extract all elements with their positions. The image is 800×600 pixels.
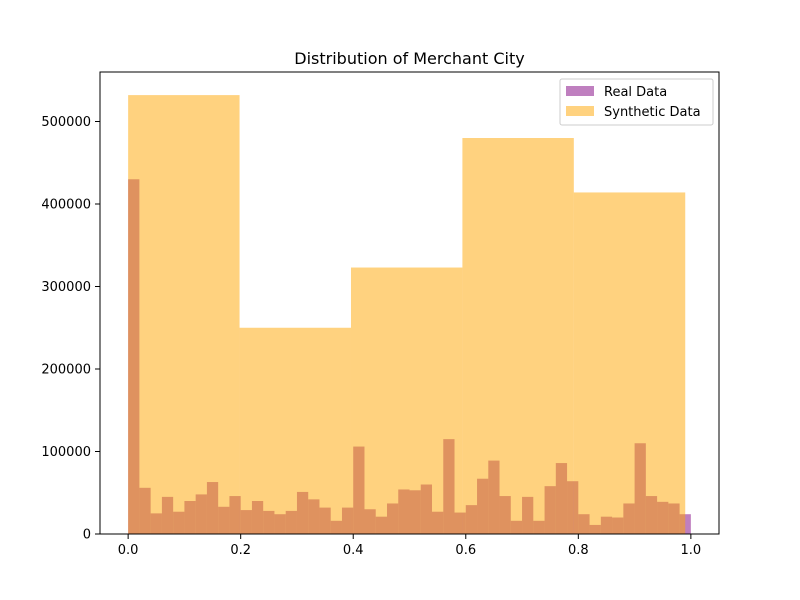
x-tick-label: 0.0 xyxy=(118,543,139,558)
x-tick-label: 0.8 xyxy=(568,543,589,558)
synthetic-data-bar xyxy=(350,267,463,534)
legend-swatch-synthetic-data xyxy=(566,106,594,116)
legend-swatch-real-data xyxy=(566,86,594,96)
x-tick-label: 0.2 xyxy=(230,543,251,558)
legend-box xyxy=(559,78,714,126)
y-tick-label: 500000 xyxy=(41,115,91,130)
synthetic-data-bar xyxy=(128,95,240,534)
bars-layer xyxy=(128,95,691,534)
axes-frame xyxy=(99,71,720,535)
x-tick-label: 0.6 xyxy=(455,543,476,558)
y-axis: 0 100000 200000 300000 400000 500000 xyxy=(41,115,100,543)
y-tick-label: 200000 xyxy=(41,363,91,378)
legend-label-synthetic-data: Synthetic Data xyxy=(604,105,701,120)
legend-label-real-data: Real Data xyxy=(604,85,667,100)
y-tick-label: 300000 xyxy=(41,280,91,295)
x-tick-label: 1.0 xyxy=(681,543,702,558)
y-tick-label: 0 xyxy=(83,528,91,543)
synthetic-data-bar xyxy=(462,138,574,534)
chart-title: Distribution of Merchant City xyxy=(294,49,524,68)
legend: Real Data Synthetic Data xyxy=(559,78,714,126)
y-tick-label: 100000 xyxy=(41,445,91,460)
y-tick-label: 400000 xyxy=(41,198,91,213)
x-axis: 0.0 0.2 0.4 0.6 0.8 1.0 xyxy=(118,534,701,558)
synthetic-data-bar xyxy=(573,192,686,534)
synthetic-data-bar xyxy=(239,327,351,534)
x-tick-label: 0.4 xyxy=(343,543,364,558)
